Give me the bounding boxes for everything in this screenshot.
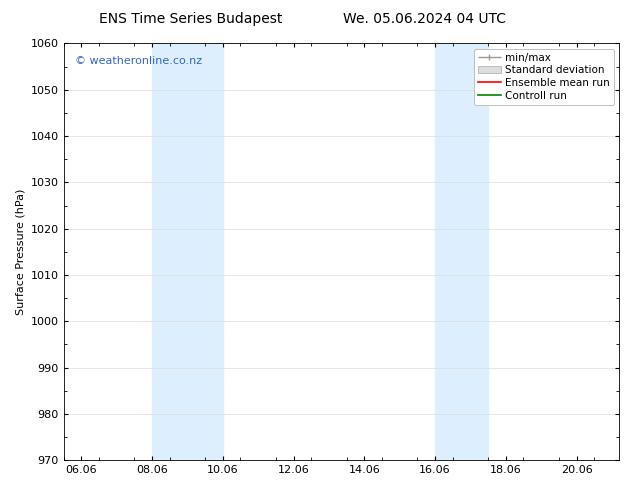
Bar	[152, 44, 223, 460]
Text: We. 05.06.2024 04 UTC: We. 05.06.2024 04 UTC	[343, 12, 507, 26]
Y-axis label: Surface Pressure (hPa): Surface Pressure (hPa)	[15, 189, 25, 315]
Bar	[435, 44, 488, 460]
Text: © weatheronline.co.nz: © weatheronline.co.nz	[75, 56, 202, 66]
Text: ENS Time Series Budapest: ENS Time Series Budapest	[98, 12, 282, 26]
Legend: min/max, Standard deviation, Ensemble mean run, Controll run: min/max, Standard deviation, Ensemble me…	[474, 49, 614, 105]
